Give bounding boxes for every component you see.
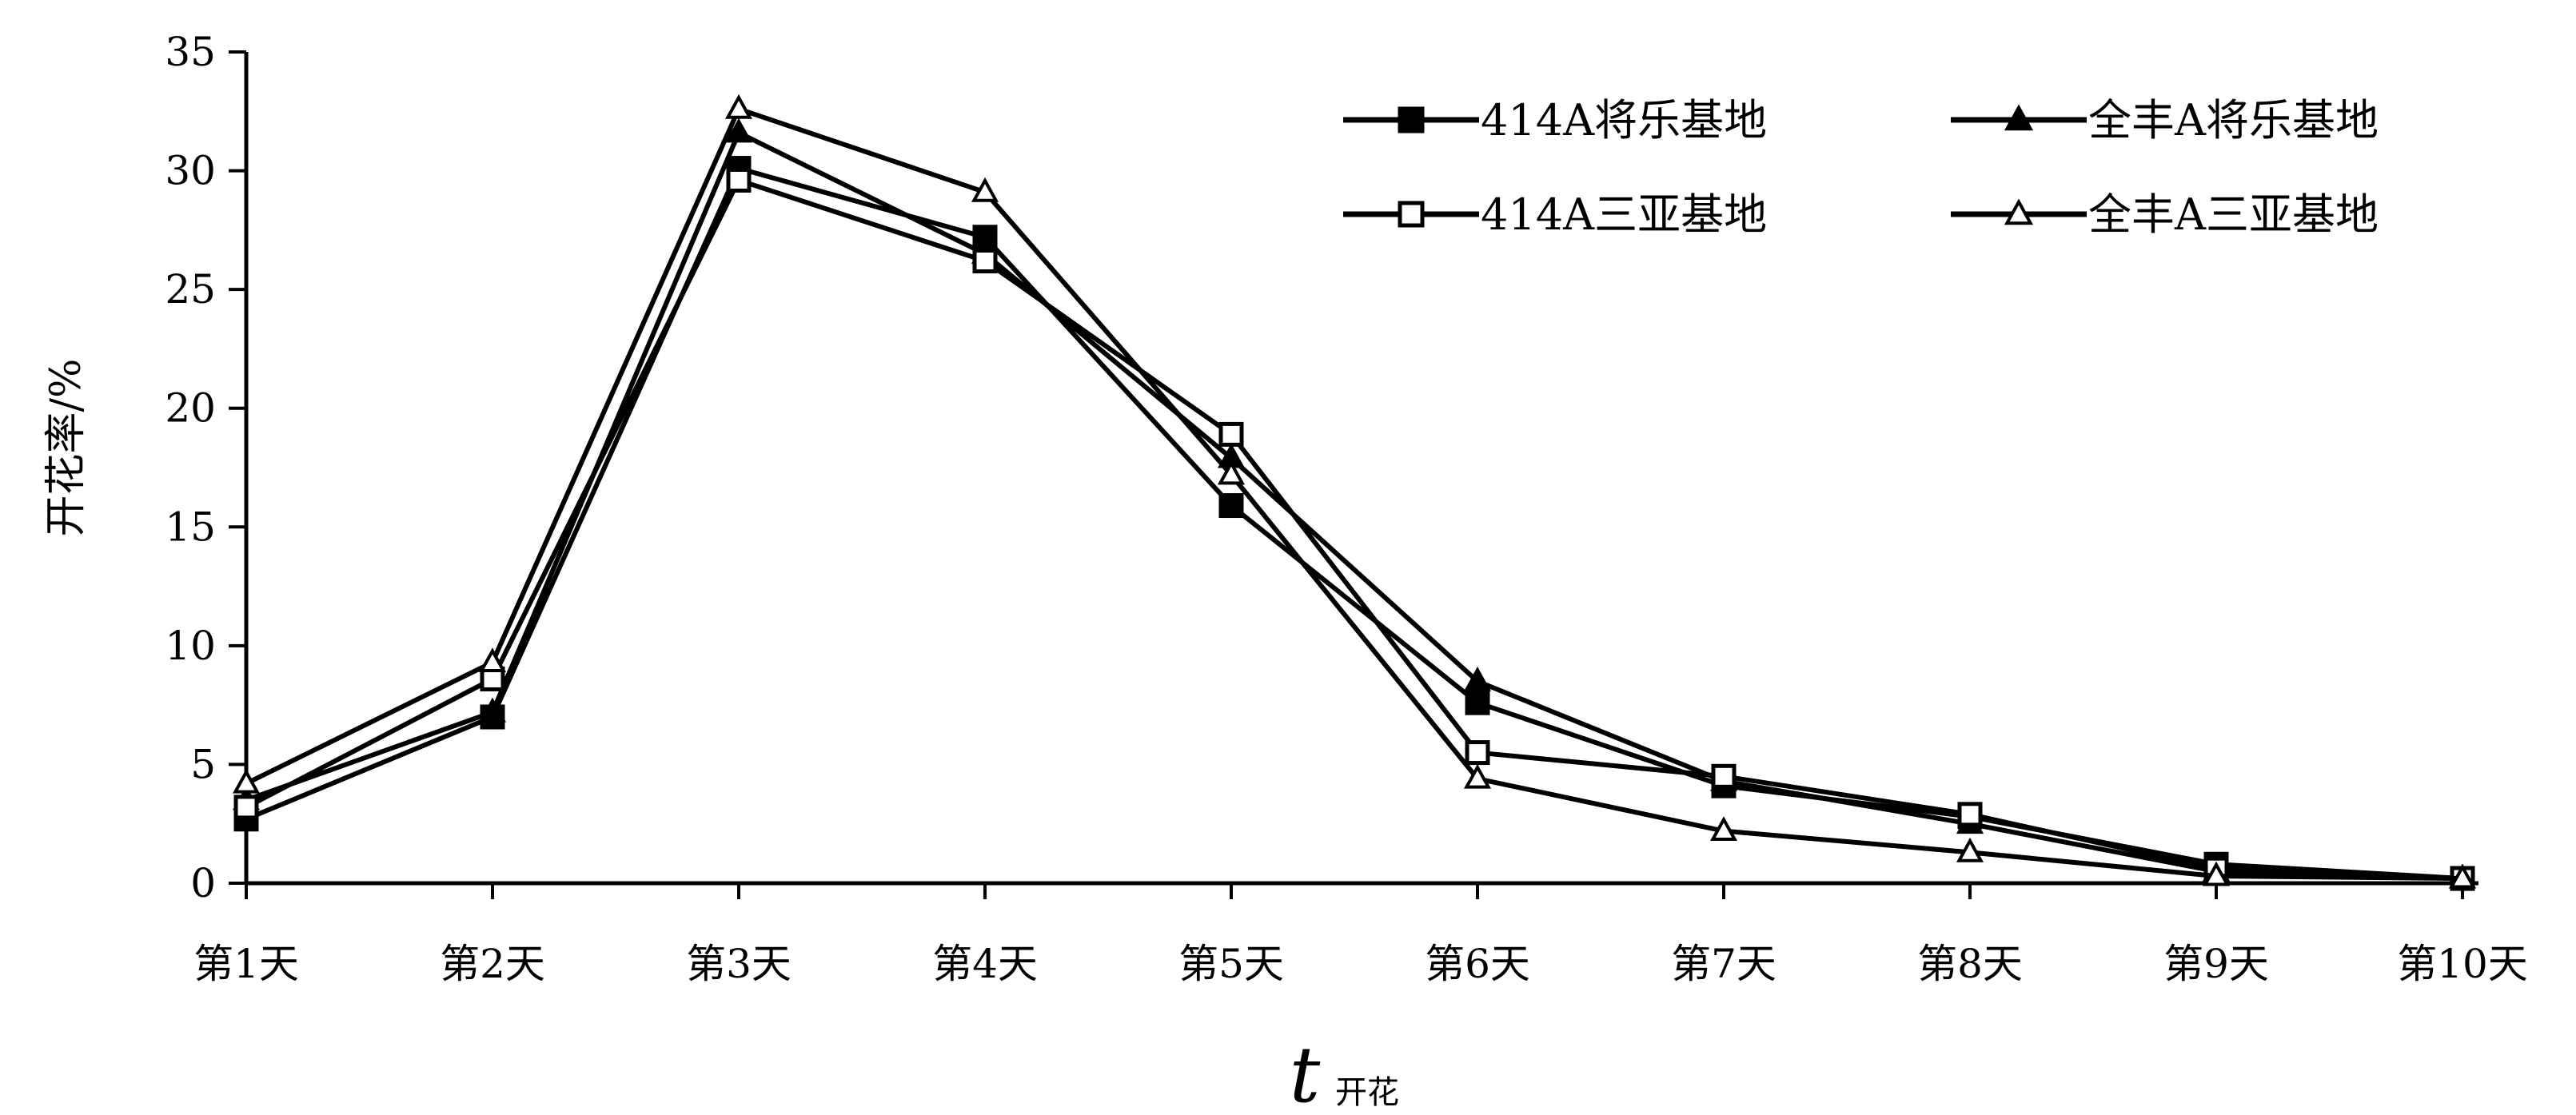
x-tick-label: 第6天	[1425, 941, 1530, 987]
y-tick-label: 35	[165, 29, 216, 75]
data-point	[1465, 740, 1490, 766]
x-tick-label: 第2天	[440, 941, 545, 987]
data-point	[1463, 666, 1492, 691]
data-point	[724, 117, 753, 143]
series-line	[245, 130, 2463, 882]
data-point	[724, 94, 753, 119]
data-point	[726, 167, 752, 193]
x-tick-label: 第9天	[2163, 941, 2269, 987]
data-point	[478, 647, 507, 673]
y-tick-label: 0	[190, 860, 216, 906]
y-axis-label: 开花率/%	[42, 359, 90, 537]
legend-item: 全丰A三亚基地	[1951, 189, 2379, 240]
data-point	[1957, 802, 1983, 827]
data-point	[971, 177, 999, 202]
series-line	[245, 165, 2463, 882]
data-point	[1218, 493, 1244, 519]
series-line	[245, 177, 2463, 882]
data-point	[1709, 816, 1738, 842]
axes	[244, 52, 2478, 886]
data-point	[1398, 201, 1425, 228]
x-tick-label: 第4天	[932, 941, 1038, 987]
data-point	[233, 794, 259, 820]
data-point	[972, 248, 998, 273]
data-point	[1465, 690, 1490, 715]
y-tick-label: 25	[165, 266, 216, 313]
legend-label: 全丰A三亚基地	[2088, 189, 2379, 240]
x-tick-label: 第10天	[2397, 941, 2528, 987]
series-line	[245, 106, 2463, 882]
y-ticks: 0 5 10 15 20 25 30 35	[165, 29, 246, 906]
data-point	[2202, 861, 2231, 886]
y-tick-label: 15	[165, 504, 216, 550]
legend-label: 414A将乐基地	[1481, 95, 1767, 145]
x-tick-label: 第1天	[193, 941, 299, 987]
y-tick-label: 10	[165, 623, 216, 669]
data-point	[2004, 198, 2034, 225]
x-ticks: 第1天 第2天 第3天 第4天 第5天 第6天 第7天 第8天 第9天 第10天	[193, 883, 2528, 987]
x-tick-label: 第5天	[1178, 941, 1284, 987]
data-point	[1398, 106, 1425, 133]
data-point	[232, 768, 261, 794]
y-tick-label: 20	[165, 385, 216, 432]
y-tick-label: 30	[165, 148, 216, 194]
legend-label: 全丰A将乐基地	[2088, 95, 2379, 145]
x-tick-label: 第3天	[686, 941, 792, 987]
x-tick-label: 第8天	[1917, 941, 2023, 987]
data-point	[1218, 421, 1244, 447]
data-point	[478, 697, 507, 723]
legend: 414A将乐基地 全丰A将乐基地 414A三亚基地 全丰A三亚基地	[1343, 95, 2379, 240]
x-axis-label-sub: 开花	[1335, 1074, 1399, 1111]
data-point	[1956, 837, 1984, 862]
data-point	[2448, 863, 2477, 889]
data-point	[2004, 104, 2034, 131]
legend-item: 414A将乐基地	[1343, 95, 1767, 145]
x-tick-label: 第7天	[1671, 941, 1776, 987]
data-point	[1463, 763, 1492, 789]
series-4	[232, 94, 2477, 889]
series-3	[233, 167, 2475, 891]
series-layer	[232, 94, 2477, 891]
data-point	[1711, 763, 1737, 789]
data-point	[1217, 460, 1246, 485]
y-tick-label: 5	[190, 741, 216, 787]
x-axis-label-main: t	[1290, 1030, 1321, 1115]
legend-label: 414A三亚基地	[1481, 189, 1767, 240]
legend-item: 全丰A将乐基地	[1951, 95, 2379, 145]
legend-item: 414A三亚基地	[1343, 189, 1767, 240]
